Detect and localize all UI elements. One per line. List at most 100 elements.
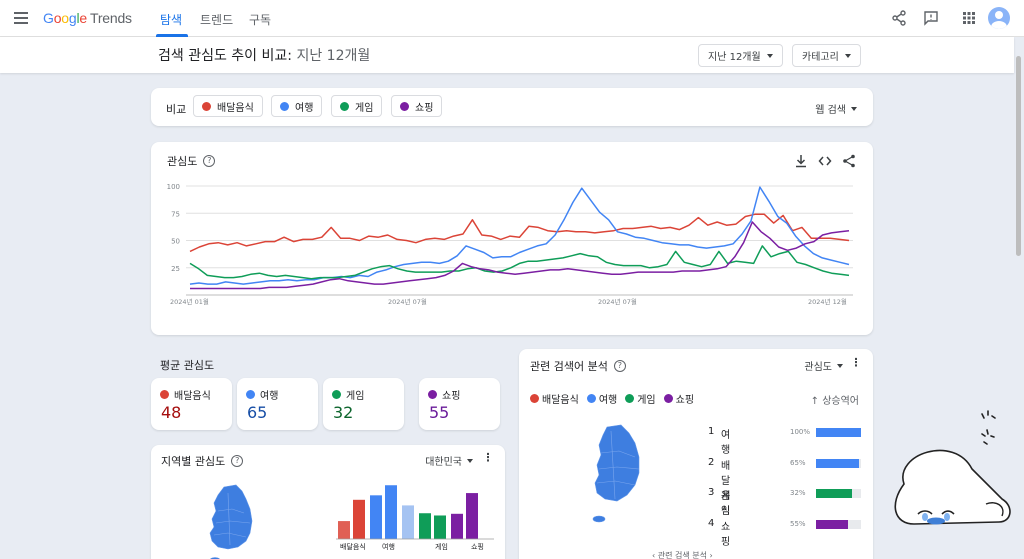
series-color-dot [663, 394, 673, 403]
more-options-icon[interactable]: ⋮ [850, 356, 862, 369]
google-trends-logo[interactable]: Google Trends [43, 10, 132, 26]
region-dropdown[interactable]: 대한민국 [425, 453, 473, 468]
account-avatar[interactable] [988, 7, 1010, 29]
region-bar-chart[interactable] [336, 475, 496, 557]
related-title: 관련 검색어 분석 ? [530, 358, 626, 374]
region-bar[interactable] [385, 485, 397, 539]
region-bar[interactable] [434, 515, 446, 539]
term-chip-delivery-food[interactable]: 배달음식 [193, 95, 263, 117]
help-icon[interactable]: ? [203, 155, 216, 167]
search-type-dropdown[interactable]: 웹 검색 [815, 101, 857, 116]
more-options-icon[interactable]: ⋮ [482, 451, 494, 464]
region-interest-card: 지역별 관심도 ? 대한민국 ⋮ 배달음식 여행 게임 쇼핑 [151, 445, 505, 559]
tab-explore[interactable]: 탐색 [160, 13, 183, 27]
term-chip-shopping[interactable]: 쇼핑 [391, 95, 443, 117]
related-bar-track [816, 428, 861, 437]
korea-map[interactable] [591, 423, 651, 525]
related-bar-track [816, 489, 861, 498]
x-tick-label: 2024년 07월 [598, 297, 637, 306]
related-bar-fill [816, 428, 861, 437]
average-interest-title: 평균 관심도 [160, 359, 215, 372]
series-line[interactable] [189, 245, 850, 280]
related-bar-track [816, 520, 861, 529]
series-color-dot [246, 390, 255, 399]
caret-down-icon [844, 53, 851, 58]
caret-down-icon [851, 106, 857, 111]
avg-value: 32 [333, 403, 354, 422]
menu-icon[interactable] [14, 12, 28, 24]
help-icon[interactable]: ? [231, 455, 244, 467]
region-bar[interactable] [370, 495, 382, 539]
interest-over-time-card: 관심도 ? [151, 142, 873, 335]
related-bar-fill [816, 459, 859, 468]
series-color-dot [332, 390, 341, 399]
caret-down-icon [766, 53, 773, 58]
x-tick-label: 2024년 07월 [388, 297, 427, 306]
page-title: 검색 관심도 추이 비교: 지난 12개월 [158, 48, 371, 64]
korea-map[interactable] [206, 483, 271, 559]
related-bar-track [816, 459, 861, 468]
avg-card-game: 게임 32 [323, 378, 404, 430]
share-icon[interactable] [842, 154, 856, 168]
sleeping-seal-mascot [894, 449, 1011, 525]
avg-card-shopping: 쇼핑 55 [419, 378, 500, 430]
region-title: 지역별 관심도 ? [161, 453, 244, 469]
avg-value: 55 [429, 403, 450, 422]
avg-value: 48 [161, 403, 182, 422]
y-tick-label: 25 [171, 265, 180, 273]
sort-rising-button[interactable]: ↑ 상승역어 [810, 396, 859, 407]
related-bar-fill [816, 489, 852, 498]
period-dropdown[interactable]: 지난 12개월 [698, 44, 783, 67]
y-tick-label: 50 [171, 238, 180, 246]
series-color-dot [202, 101, 211, 111]
term-chip-travel[interactable]: 여행 [271, 95, 323, 117]
series-color-dot [428, 390, 437, 399]
series-color-dot [340, 101, 349, 111]
top-app-bar: Google Trends 탐색 트렌드 구독 [0, 0, 1024, 37]
region-bar[interactable] [466, 493, 478, 539]
download-icon[interactable] [794, 154, 808, 168]
avg-card-delivery-food: 배달음식 48 [151, 378, 232, 430]
related-legend: 배달음식 여행 게임 쇼핑 [530, 391, 694, 406]
interest-title: 관심도 ? [167, 153, 216, 169]
region-bar[interactable] [402, 505, 414, 539]
related-pagination[interactable]: ‹ 관련 검색 분석 › [652, 551, 713, 559]
tab-subscriptions[interactable]: 구독 [249, 13, 272, 27]
series-line[interactable] [189, 213, 850, 253]
avg-value: 65 [247, 403, 268, 422]
caret-down-icon [837, 363, 843, 368]
series-color-dot [625, 394, 635, 403]
series-line[interactable] [189, 186, 850, 285]
active-tab-indicator [156, 34, 188, 37]
related-metric-dropdown[interactable]: 관심도 [804, 358, 843, 373]
embed-code-icon[interactable] [818, 154, 832, 168]
caret-down-icon [467, 458, 473, 463]
region-bar[interactable] [419, 513, 431, 539]
series-color-dot [280, 101, 289, 111]
region-bar[interactable] [353, 499, 365, 539]
scrollbar-thumb[interactable] [1016, 56, 1021, 256]
region-bar[interactable] [451, 513, 463, 539]
help-icon[interactable]: ? [613, 360, 626, 372]
avg-card-travel: 여행 65 [237, 378, 318, 430]
related-queries-card: 관련 검색어 분석 ? 관심도 ⋮ ↑ 상승역어 [519, 349, 873, 559]
share-icon[interactable] [891, 10, 907, 26]
term-chip-game[interactable]: 게임 [331, 95, 383, 117]
interest-line-chart[interactable]: 100 75 50 25 2024년 01월 2024년 07월 2024년 07월 2024… [160, 176, 865, 312]
related-bar-fill [816, 520, 848, 529]
compare-bar: 비교 배달음식 여행 게임 쇼핑 웹 검색 [151, 88, 873, 126]
region-bar[interactable] [338, 521, 350, 539]
feedback-icon[interactable] [923, 10, 939, 26]
apps-grid-icon[interactable] [961, 10, 977, 26]
series-line[interactable] [190, 221, 850, 290]
series-color-dot [586, 394, 596, 403]
series-color-dot [160, 390, 169, 399]
compare-label: 비교 [166, 103, 187, 116]
zzz-marks-icon [981, 410, 996, 445]
y-tick-label: 100 [167, 183, 180, 191]
comparison-header: 검색 관심도 추이 비교: 지난 12개월 지난 12개월 카테고리 [0, 37, 1014, 73]
x-tick-label: 2024년 01월 [170, 297, 209, 306]
tab-trending[interactable]: 트렌드 [200, 13, 234, 27]
category-dropdown[interactable]: 카테고리 [792, 44, 861, 67]
x-tick-label: 2024년 12월 [808, 297, 847, 306]
